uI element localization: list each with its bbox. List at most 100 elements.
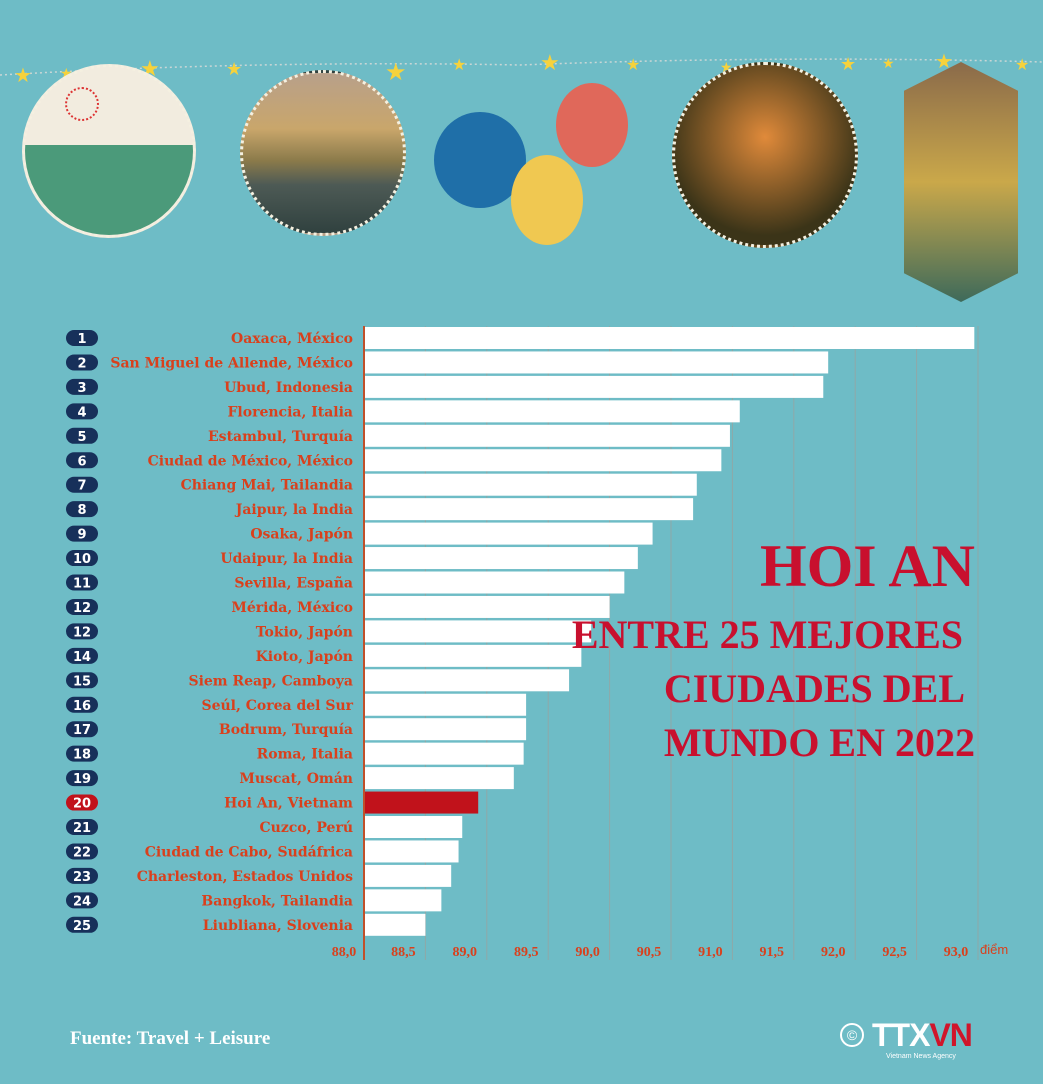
lantern-street-photo [672,62,858,248]
rank-number: 4 [77,405,86,420]
rank-number: 22 [73,845,91,860]
category-label: Osaka, Japón [250,527,353,543]
rank-badge [66,330,98,346]
x-tick-label: 90,5 [637,945,662,960]
rank-badge [66,867,98,884]
bar [364,595,610,618]
x-tick-label: 92,5 [882,945,907,960]
bar [364,816,463,838]
svg-text:★: ★ [540,51,560,76]
bar [364,522,653,545]
svg-text:★: ★ [1015,55,1029,74]
bar [364,644,582,667]
category-label: Roma, Italia [257,747,353,763]
svg-text:★: ★ [882,56,895,72]
x-tick-label: 92,0 [821,945,846,960]
svg-text:★: ★ [935,49,953,73]
rank-badge [66,452,98,469]
bar [364,449,722,472]
rank-number: 10 [73,552,91,567]
rank-number: 17 [73,723,91,738]
bar [364,620,592,643]
rank-badge [66,403,98,420]
category-label: Oaxaca, México [231,331,353,347]
x-tick-label: 91,0 [698,945,723,960]
bar [364,547,638,570]
bar [364,718,527,741]
svg-text:★: ★ [452,55,466,74]
rank-badge [66,696,98,713]
bar [364,864,452,887]
bar [364,742,524,765]
rank-badge [66,550,98,567]
rank-badge [66,525,98,542]
rank-number: 18 [73,748,91,763]
rank-badge [66,916,98,933]
svg-text:★: ★ [626,55,640,74]
category-label: Bangkok, Tailandia [201,893,353,909]
category-label: Ciudad de Cabo, Sudáfrica [145,844,353,860]
rank-badge [66,623,98,640]
bar [364,498,694,521]
rank-badge [66,745,98,762]
rank-number: 14 [73,650,91,665]
category-label: Ciudad de México, México [148,453,353,469]
svg-text:★: ★ [385,58,407,86]
bar-chart: 88,0 88,5 89,0 89,5 90,0 90,5 91,0 91,5 92,0 92,5… [66,326,1008,960]
rank-number: 12 [73,601,91,616]
category-label: Ubud, Indonesia [224,380,353,396]
copyright-icon: © [840,1023,864,1047]
rank-number: 12 [73,625,91,640]
rank-number: 3 [77,381,86,396]
category-label: Bodrum, Turquía [219,722,353,738]
bar [364,791,479,814]
source-note: Fuente: Travel + Leisure [70,1028,271,1049]
category-label: Charleston, Estados Unidos [137,869,353,885]
x-tick-label: 89,5 [514,945,539,960]
bar [364,375,824,398]
rank-number: 1 [77,332,86,347]
x-tick-label: 93,0 [944,945,969,960]
category-label: Udaipur, la India [220,551,353,567]
rank-badge [66,354,98,371]
category-label: Liubliana, Slovenia [203,918,353,934]
bar [364,913,426,936]
category-label: Sevilla, España [234,575,353,592]
rank-badge [66,427,98,444]
svg-text:★: ★ [14,63,32,87]
title-line-3: CIUDADES DEL [663,666,965,711]
rank-number: 2 [77,356,86,371]
svg-text:★: ★ [226,59,242,80]
bar [364,473,697,496]
category-label: Florencia, Italia [227,404,353,420]
rank-number: 5 [77,430,86,445]
river-town-photo [240,70,406,236]
rank-badge [66,794,98,811]
rank-number: 23 [73,870,91,885]
category-label: Cuzco, Perú [260,820,354,836]
rank-badge [66,378,98,395]
bridge-fireworks-illustration [22,64,196,238]
x-tick-label: 90,0 [575,945,600,960]
rank-badge [66,843,98,860]
bar [364,327,975,349]
rank-number: 6 [77,454,86,469]
category-label: Chiang Mai, Tailandia [181,478,353,494]
title-line-4: MUNDO EN 2022 [663,720,975,765]
bar [364,840,459,863]
category-label: Siem Reap, Camboya [188,673,353,689]
rank-number: 16 [73,699,91,714]
x-tick-label: 88,0 [332,945,357,960]
category-label: San Miguel de Allende, México [110,355,353,371]
title-main: HOI AN [759,533,975,599]
bar [364,351,829,374]
bar [364,571,625,594]
bar [364,693,527,716]
rank-badge [66,501,98,518]
category-label: Muscat, Omán [239,771,353,787]
rank-number: 9 [77,528,86,543]
svg-text:★: ★ [840,54,856,75]
rank-badge [66,476,98,493]
category-label: Estambul, Turquía [208,429,353,445]
ttxvn-logo: © TTXVN Vietnam News Agency [840,1019,973,1060]
